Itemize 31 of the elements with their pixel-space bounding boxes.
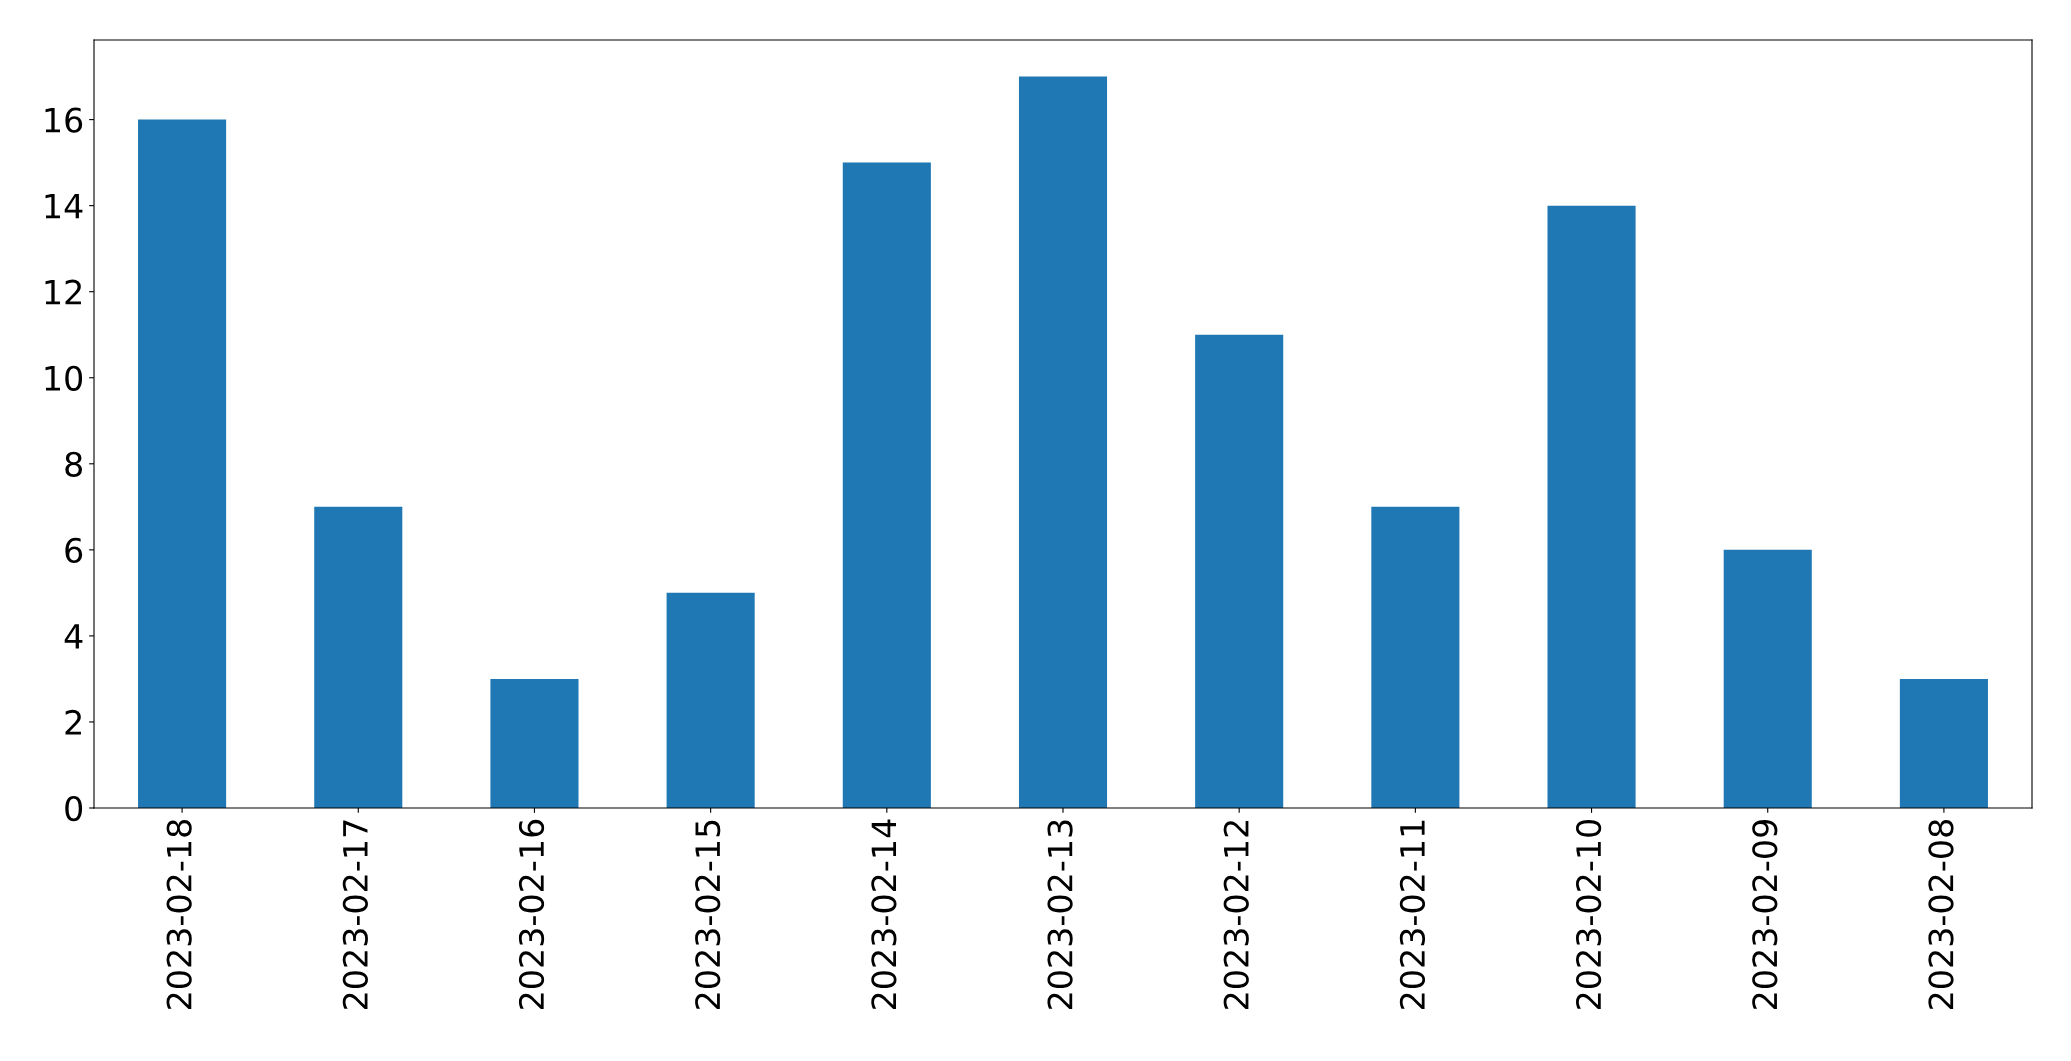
x-tick-label: 2023-02-16 bbox=[518, 819, 545, 1009]
bar bbox=[1723, 549, 1812, 808]
x-tick-label: 2023-02-09 bbox=[1752, 820, 1778, 1009]
y-tick-label: 6 bbox=[65, 537, 83, 563]
y-tick-label: 4 bbox=[64, 624, 83, 649]
x-tick-label: 2023-02-11 bbox=[1399, 820, 1426, 1009]
bar bbox=[490, 678, 579, 808]
y-tick-label: 10 bbox=[45, 365, 83, 391]
y-tick-label: 2 bbox=[65, 709, 81, 735]
bar bbox=[1195, 334, 1284, 808]
x-tick-label: 2023-02-15 bbox=[695, 820, 721, 1009]
bar bbox=[1899, 678, 1988, 808]
x-tick-label: 2023-02-10 bbox=[1576, 819, 1602, 1009]
bar bbox=[1371, 506, 1460, 808]
bar bbox=[1547, 205, 1636, 808]
x-tick-label: 2023-02-14 bbox=[871, 819, 897, 1009]
y-tick-label: 14 bbox=[45, 194, 83, 219]
bar bbox=[1018, 76, 1108, 808]
bar bbox=[138, 119, 227, 808]
y-tick-label: 16 bbox=[45, 107, 83, 133]
x-tick-label: 2023-02-17 bbox=[342, 820, 368, 1009]
y-tick-label: 0 bbox=[65, 795, 83, 822]
bar bbox=[842, 162, 931, 808]
y-tick-label: 8 bbox=[65, 451, 82, 477]
x-tick-label: 2023-02-08 bbox=[1928, 820, 1954, 1009]
x-tick-label: 2023-02-13 bbox=[1047, 820, 1073, 1009]
x-tick-label: 2023-02-12 bbox=[1223, 821, 1249, 1009]
bar bbox=[666, 592, 755, 808]
y-tick-label: 12 bbox=[45, 279, 81, 305]
bar bbox=[314, 506, 403, 808]
x-tick-label: 2023-02-18 bbox=[166, 820, 192, 1009]
